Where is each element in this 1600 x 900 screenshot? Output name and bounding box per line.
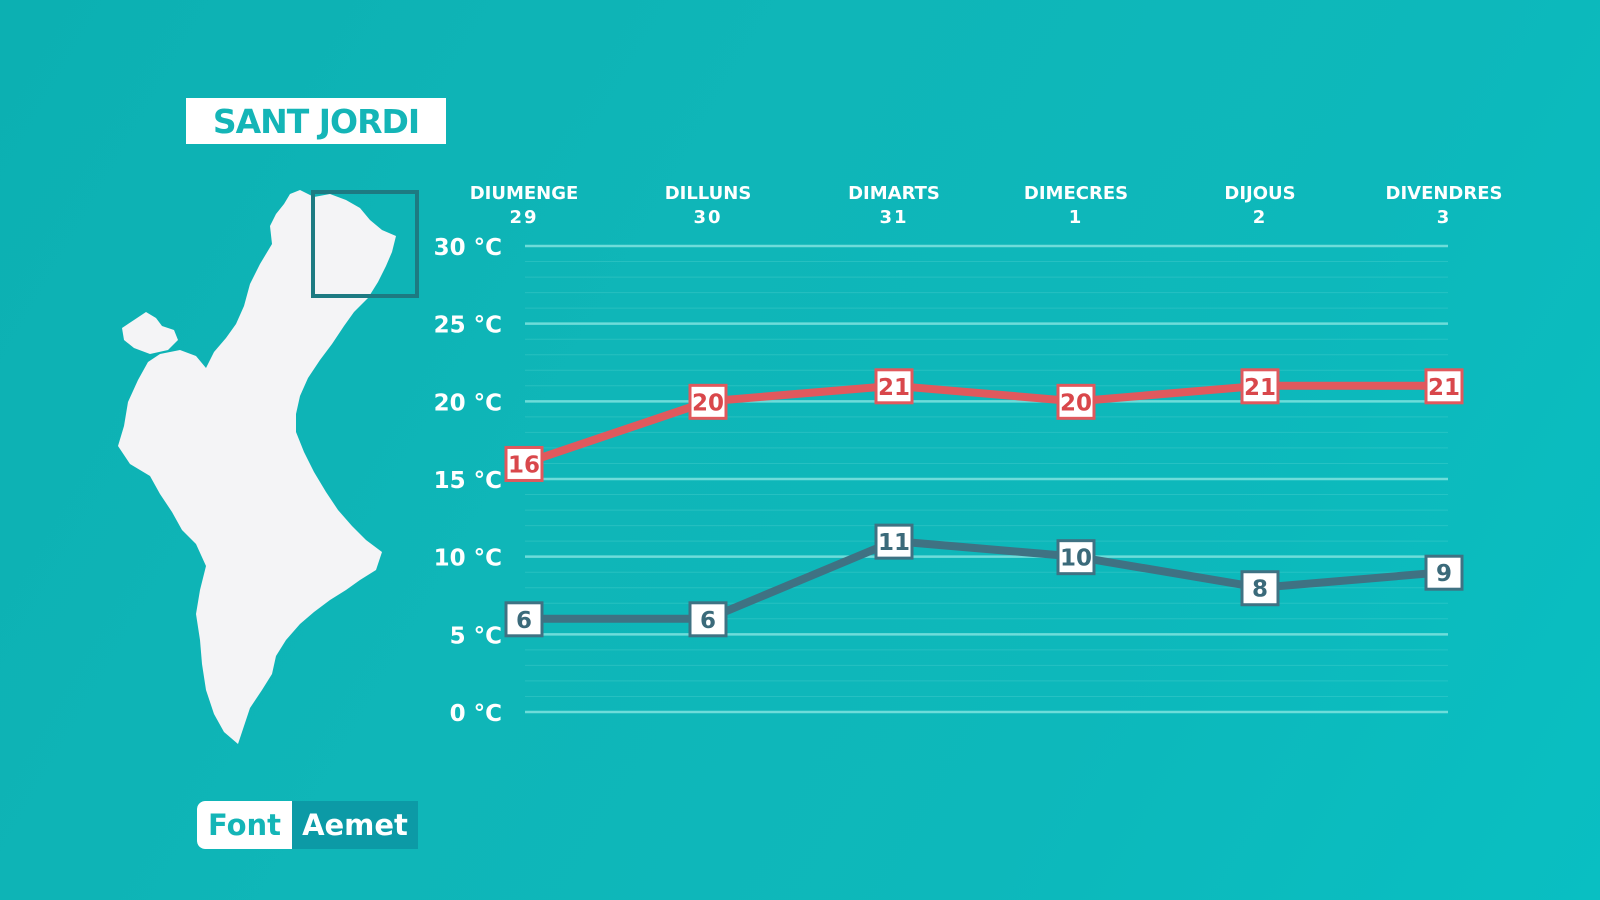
y-tick-label: 30 °C <box>434 235 502 261</box>
x-day-label: DIVENDRES <box>1386 183 1503 204</box>
min-temperature-point <box>874 523 914 560</box>
max-temperature-data-label: 20 <box>1060 390 1092 416</box>
y-tick-label: 25 °C <box>434 313 502 339</box>
min-temperature-data-label: 6 <box>700 608 716 634</box>
min-temperature-point <box>1056 539 1096 576</box>
min-temperature-data-label: 10 <box>1060 546 1092 572</box>
max-temperature-data-label: 20 <box>692 390 724 416</box>
max-temperature-data-label: 16 <box>508 452 540 478</box>
max-temperature-data-label: 21 <box>878 375 910 401</box>
y-tick-label: 15 °C <box>434 468 502 494</box>
y-tick-label: 5 °C <box>450 623 502 649</box>
max-temperature-point <box>1424 368 1464 405</box>
min-temperature-point <box>1424 554 1464 591</box>
source-badge: Font Aemet <box>197 801 418 849</box>
max-temperature-point <box>688 383 728 420</box>
max-temperature-point <box>1240 368 1280 405</box>
x-day-label: DIMARTS <box>848 183 940 204</box>
min-temperature-point <box>1240 570 1280 607</box>
x-date-label: 30 <box>693 207 722 228</box>
region-shape-west <box>122 312 178 354</box>
region-shape <box>118 190 396 744</box>
location-highlight-box <box>311 190 419 298</box>
y-tick-label: 0 °C <box>450 701 502 727</box>
min-temperature-data-label: 11 <box>878 530 910 556</box>
x-day-label: DIMECRES <box>1024 183 1128 204</box>
x-date-label: 3 <box>1437 207 1452 228</box>
x-date-label: 2 <box>1253 207 1268 228</box>
min-temperature-line <box>520 537 1448 623</box>
x-day-label: DIJOUS <box>1224 183 1295 204</box>
min-temperature-data-label: 8 <box>1252 577 1268 603</box>
x-day-label: DIUMENGE <box>470 183 579 204</box>
x-date-label: 29 <box>509 207 538 228</box>
max-temperature-line <box>520 381 1448 468</box>
max-temperature-point <box>874 368 914 405</box>
y-tick-label: 20 °C <box>434 390 502 416</box>
x-date-label: 31 <box>879 207 908 228</box>
max-temperature-point <box>1056 383 1096 420</box>
min-temperature-point <box>688 601 728 638</box>
min-temperature-data-label: 9 <box>1436 561 1452 587</box>
max-temperature-point <box>504 445 544 482</box>
source-value: Aemet <box>292 801 418 849</box>
location-title: SANT JORDI <box>212 101 420 141</box>
min-temperature-data-label: 6 <box>516 608 532 634</box>
y-tick-label: 10 °C <box>434 546 502 572</box>
location-title-box: SANT JORDI <box>186 98 446 144</box>
min-temperature-point <box>504 601 544 638</box>
x-date-label: 1 <box>1069 207 1084 228</box>
source-label: Font <box>197 801 292 849</box>
x-day-label: DILLUNS <box>665 183 752 204</box>
max-temperature-data-label: 21 <box>1244 375 1276 401</box>
max-temperature-data-label: 21 <box>1428 375 1460 401</box>
